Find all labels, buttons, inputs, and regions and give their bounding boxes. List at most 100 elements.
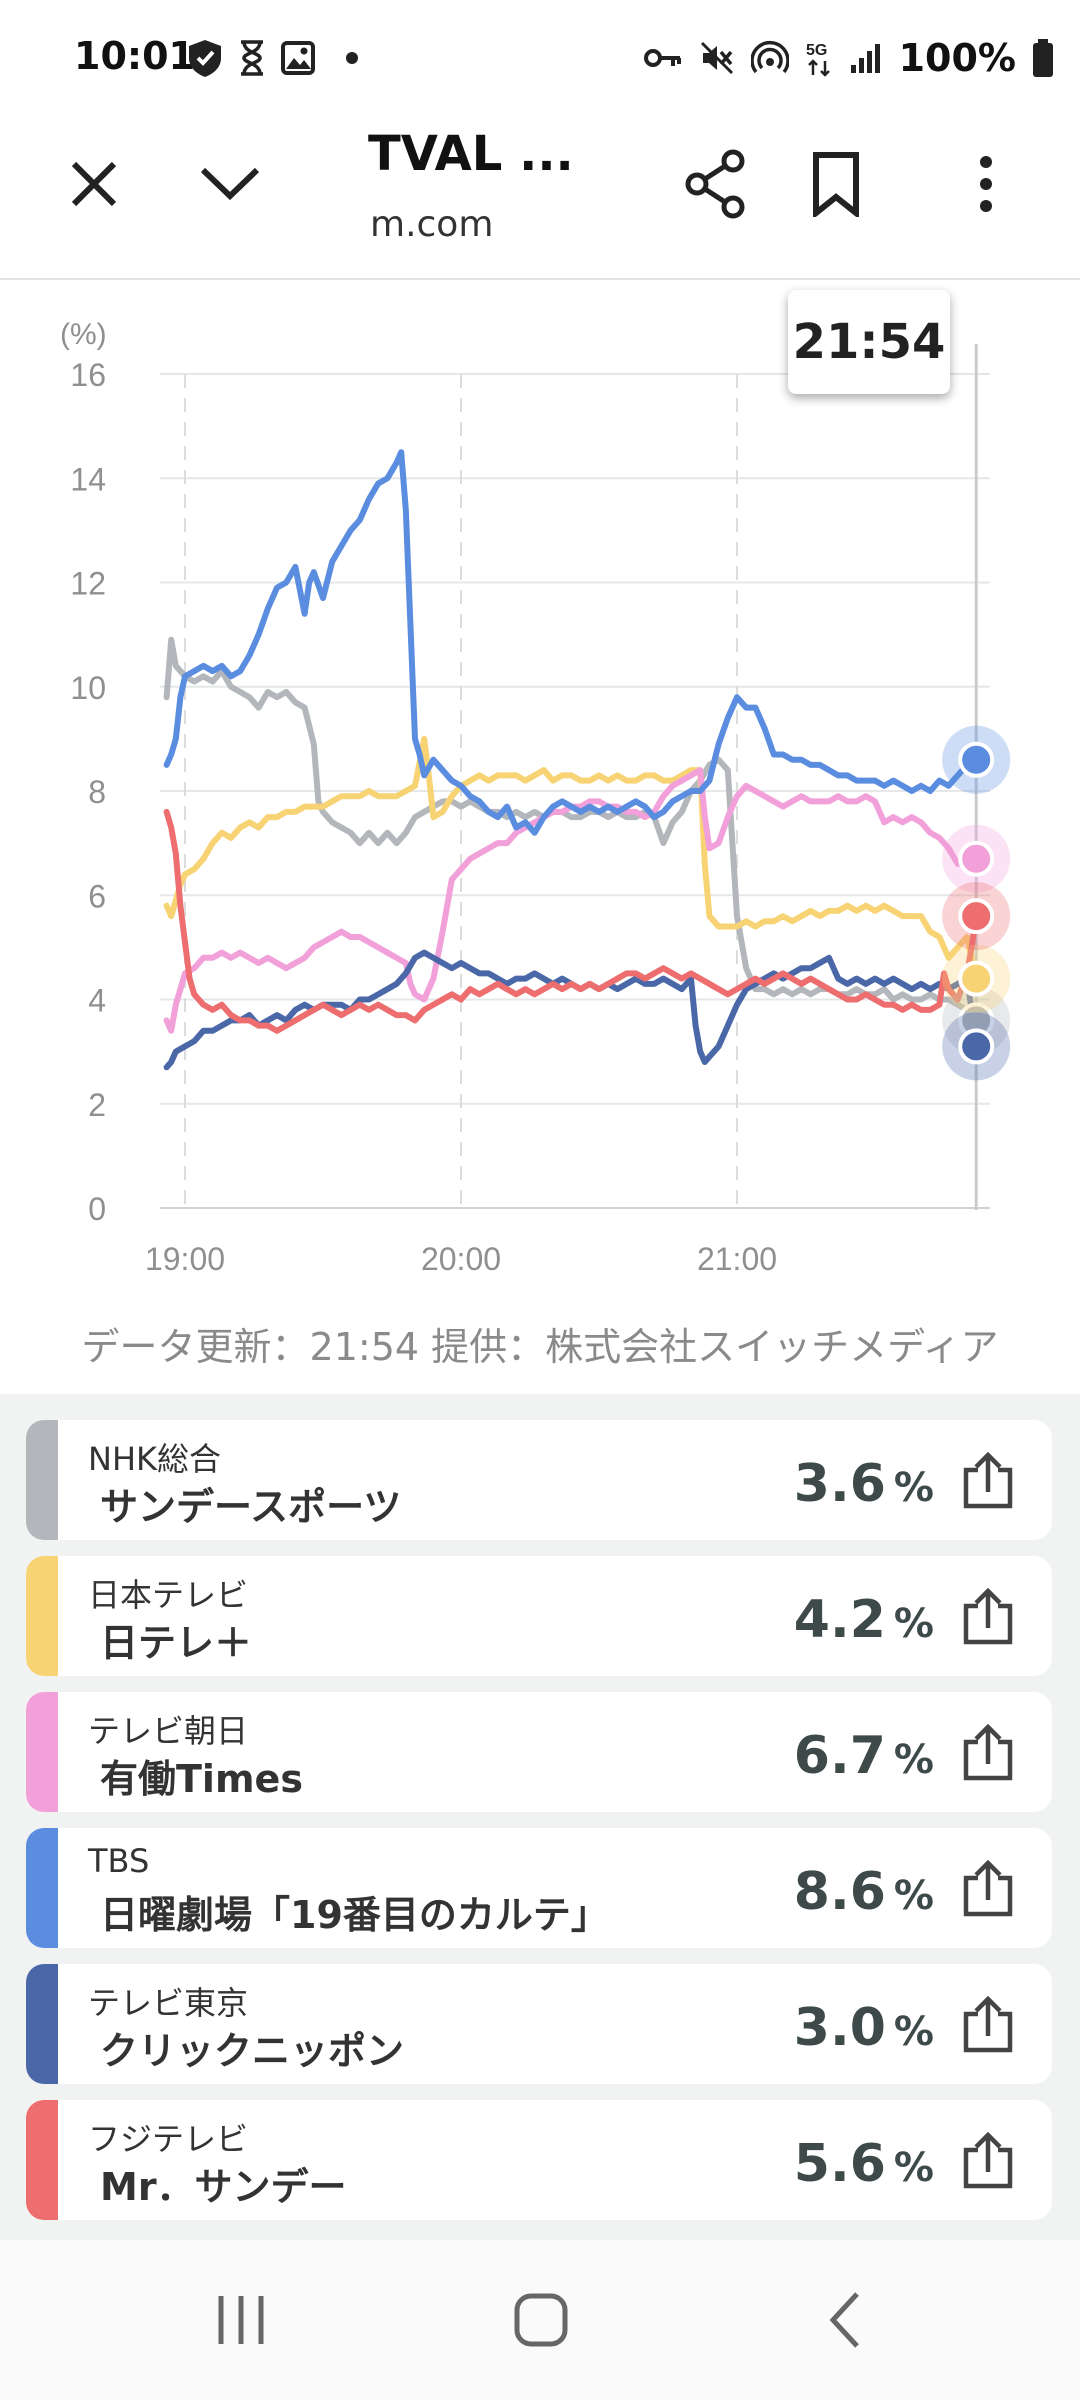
image-icon — [281, 41, 315, 75]
signal-icon — [850, 44, 880, 73]
y-tick-label: 2 — [88, 1087, 106, 1123]
share-button[interactable] — [676, 144, 756, 224]
series-line — [163, 735, 980, 982]
channel-name: NHK総合 — [88, 1440, 221, 1478]
status-right-icons: 5G 100% — [643, 34, 1054, 82]
5g-icon: 5G — [806, 42, 830, 77]
share-program-button[interactable] — [960, 1587, 1016, 1646]
back-icon — [829, 2292, 859, 2348]
share-upload-icon — [963, 1723, 1013, 1781]
hotspot-icon — [750, 41, 789, 74]
share-program-button[interactable] — [960, 2131, 1016, 2190]
rating-unit: % — [893, 2145, 934, 2191]
data-update-note: データ更新：21:54 提供：株式会社スイッチメディア — [81, 1325, 999, 1369]
share-upload-icon — [963, 1587, 1013, 1645]
y-tick-label: 16 — [70, 357, 106, 393]
channel-card[interactable]: TBS 日曜劇場「19番目のカルテ」 8.6% — [26, 1828, 1052, 1948]
channel-card[interactable]: 日本テレビ 日テレ＋ 4.2% — [26, 1556, 1052, 1676]
more-icon — [980, 156, 992, 212]
rating-number: 3.6 — [793, 1454, 886, 1514]
channel-card[interactable]: NHK総合サンデースポーツ 3.6% — [26, 1420, 1052, 1540]
x-tick-label: 20:00 — [421, 1241, 501, 1277]
program-title: クリックニッポン — [100, 2029, 405, 2073]
channel-list: NHK総合 サンデースポーツ 3.6% 日本テレビ 日テレ＋ 4.2% テレビ朝日 有働Tim… — [0, 1394, 1080, 2240]
share-program-button[interactable] — [960, 1723, 1016, 1782]
rating-unit: % — [893, 1737, 934, 1783]
y-tick-label: 6 — [88, 878, 106, 914]
series-line — [163, 449, 980, 836]
rating-unit: % — [893, 1465, 934, 1511]
series-line — [163, 808, 980, 1034]
y-tick-label: 4 — [88, 983, 106, 1019]
home-icon — [514, 2293, 568, 2347]
series-end-marker — [958, 960, 995, 997]
back-button[interactable] — [800, 2280, 890, 2360]
series-end-marker — [958, 741, 995, 778]
share-upload-icon — [963, 1995, 1013, 2053]
rating-number: 8.6 — [793, 1862, 886, 1922]
status-bar: 10:01 5G 100% — [0, 0, 1080, 120]
channel-name: TBS — [88, 1842, 150, 1880]
ratings-chart-svg[interactable]: 16 14 12 10 8 6 4 2 0 (%) 19:00 20:00 21:00 — [0, 280, 1080, 1310]
ratings-chart: 16 14 12 10 8 6 4 2 0 (%) 19:00 20:00 21:00 21:54 デー… — [0, 280, 1080, 1394]
rating-unit: % — [893, 1601, 934, 1647]
close-button[interactable] — [54, 144, 134, 224]
program-title: 有働Times — [100, 1757, 303, 1801]
collapse-button[interactable] — [190, 144, 270, 224]
dot-icon — [346, 52, 358, 64]
share-upload-icon — [963, 2131, 1013, 2189]
x-tick-label: 21:00 — [697, 1241, 777, 1277]
battery-icon — [1033, 39, 1053, 77]
system-nav-bar — [0, 2240, 1080, 2400]
y-unit-label: (%) — [60, 318, 107, 351]
program-title: サンデースポーツ — [100, 1485, 402, 1529]
series-line — [163, 636, 980, 1024]
series-line — [163, 767, 980, 1034]
x-tick-label: 19:00 — [145, 1241, 225, 1277]
close-icon — [71, 161, 117, 207]
channel-color-bar — [26, 1420, 58, 1540]
rating-value: 4.2% — [794, 1590, 934, 1650]
share-upload-icon — [963, 1451, 1013, 1509]
page-title: TVAL ... — [368, 126, 574, 182]
more-options-button[interactable] — [946, 144, 1026, 224]
y-tick-label: 0 — [88, 1191, 106, 1227]
series-end-marker — [958, 1028, 995, 1065]
share-icon — [685, 149, 745, 219]
recent-apps-icon — [218, 2296, 264, 2344]
bookmark-button[interactable] — [796, 144, 876, 224]
channel-color-bar — [26, 1964, 58, 2084]
battery-percent: 100% — [898, 36, 1016, 80]
share-program-button[interactable] — [960, 1451, 1016, 1510]
series-end-marker — [958, 840, 995, 877]
status-time: 10:01 — [74, 34, 195, 78]
channel-card[interactable]: テレビ東京 クリックニッポン 3.0% — [26, 1964, 1052, 2084]
page-url-text: m.com — [370, 204, 494, 245]
series-end-marker — [958, 898, 995, 935]
rating-number: 3.0 — [793, 1998, 886, 2058]
recent-apps-button[interactable] — [196, 2280, 286, 2360]
rating-number: 5.6 — [793, 2134, 886, 2194]
key-icon — [643, 49, 681, 67]
svg-text:5G: 5G — [806, 42, 827, 59]
rating-value: 8.6% — [794, 1862, 934, 1922]
home-button[interactable] — [496, 2280, 586, 2360]
rating-number: 4.2 — [793, 1590, 886, 1650]
browser-toolbar: TVAL ... m.com — [0, 120, 1080, 280]
share-program-button[interactable] — [960, 1859, 1016, 1918]
bookmark-icon — [813, 152, 859, 217]
channel-card[interactable]: フジテレビ Mr．サンデー 5.6% — [26, 2100, 1052, 2220]
mute-vibrate-icon — [700, 41, 733, 75]
hourglass-icon — [241, 40, 263, 76]
y-tick-label: 14 — [70, 461, 106, 497]
channel-color-bar — [26, 2100, 58, 2220]
program-title: 日テレ＋ — [100, 1621, 253, 1665]
share-program-button[interactable] — [960, 1995, 1016, 2054]
chevron-down-icon — [200, 167, 260, 201]
channel-card[interactable]: テレビ朝日 有働Times 6.7% — [26, 1692, 1052, 1812]
rating-unit: % — [893, 2009, 934, 2055]
rating-value: 3.6% — [794, 1454, 934, 1514]
chart-time-bubble: 21:54 — [788, 290, 950, 394]
shield-icon — [189, 40, 221, 77]
channel-name: テレビ朝日 — [88, 1712, 249, 1750]
